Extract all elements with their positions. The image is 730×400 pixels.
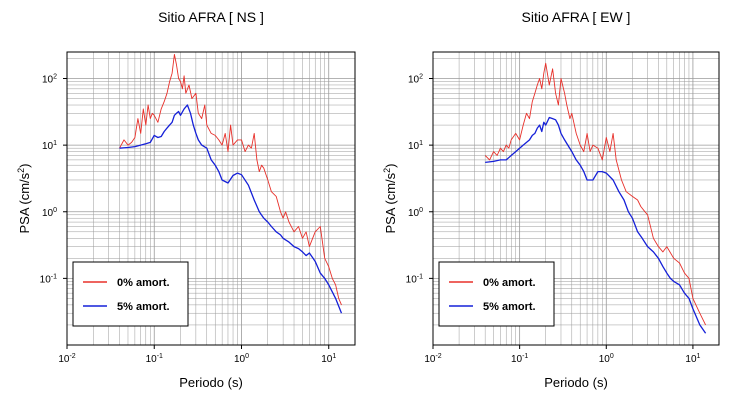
x-tick-label: 10-1	[146, 353, 163, 365]
series-line-damped	[485, 116, 707, 334]
legend: 0% amort. 5% amort.	[72, 261, 189, 327]
legend-label: 0% amort.	[483, 277, 536, 289]
series-line-undamped	[484, 62, 707, 326]
series-line-undamped	[119, 53, 342, 306]
x-axis-label: Periodo (s)	[544, 375, 608, 390]
legend-label: 5% amort.	[483, 301, 536, 313]
y-tick-label: 102	[408, 74, 423, 86]
x-tick-label: 10-2	[424, 353, 441, 365]
chart-title: Sitio AFRA [ NS ]	[158, 9, 264, 25]
x-tick-label: 10-2	[58, 353, 75, 365]
plot-frame	[66, 51, 356, 346]
legend-box	[72, 261, 189, 327]
x-tick-label: 101	[685, 353, 700, 365]
legend-box	[438, 261, 555, 327]
x-tick-label: 101	[321, 353, 336, 365]
y-axis-label: PSA (cm/s2)	[16, 163, 32, 233]
y-tick-label: 100	[42, 207, 57, 219]
grid	[66, 52, 356, 346]
chart-panel-1: Sitio AFRA [ EW ] 10-2 10-1 100 101 10-1 100 10…	[382, 9, 720, 390]
series-line-damped	[119, 104, 343, 314]
legend-label: 0% amort.	[117, 277, 170, 289]
legend-label: 5% amort.	[117, 301, 170, 313]
y-tick-label: 10-1	[40, 273, 57, 285]
x-tick-label: 10-1	[511, 353, 528, 365]
y-tick-label: 102	[42, 74, 57, 86]
y-axis-label: PSA (cm/s2)	[382, 163, 398, 233]
y-tick-label: 101	[408, 140, 423, 152]
chart-panel-0: Sitio AFRA [ NS ] 10-2 10-1 100 101 10-1 100 10…	[16, 9, 356, 390]
x-tick-label: 100	[599, 353, 614, 365]
y-tick-label: 101	[42, 140, 57, 152]
x-axis-label: Periodo (s)	[179, 375, 243, 390]
y-tick-label: 100	[408, 207, 423, 219]
y-tick-label: 10-1	[406, 273, 423, 285]
plot-frame	[432, 51, 720, 346]
chart-title: Sitio AFRA [ EW ]	[522, 9, 631, 25]
legend: 0% amort. 5% amort.	[438, 261, 555, 327]
x-tick-label: 100	[234, 353, 249, 365]
